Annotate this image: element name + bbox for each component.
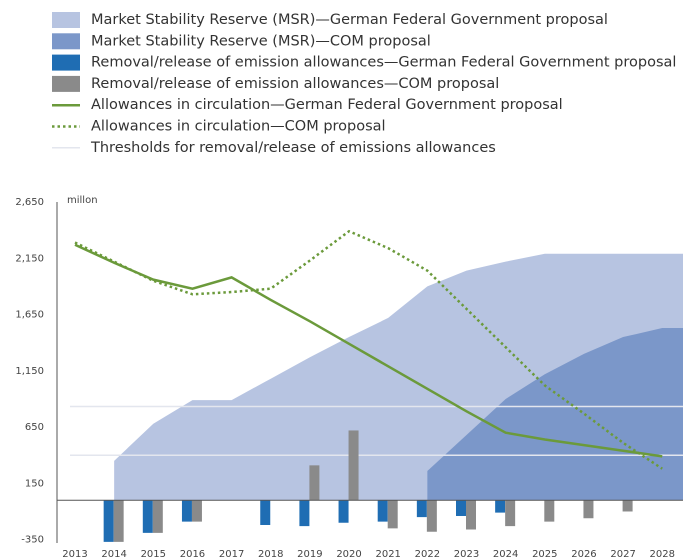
y-tick-label: 1,150 xyxy=(15,366,44,377)
bar xyxy=(113,500,124,542)
y-tick-label: 650 xyxy=(25,422,44,433)
x-tick-label: 2028 xyxy=(650,549,675,560)
y-tick-label: 150 xyxy=(25,478,44,489)
bar xyxy=(338,500,349,523)
legend-label: Removal/release of emission allowances—G… xyxy=(91,55,676,71)
circulation-line xyxy=(74,243,663,458)
y-tick-label: 1,650 xyxy=(15,310,44,321)
x-tick-label: 2014 xyxy=(101,549,126,560)
legend-label: Allowances in circulation—German Federal… xyxy=(91,97,563,113)
x-tick-label: 2025 xyxy=(532,549,557,560)
circulation-line xyxy=(74,229,663,470)
x-tick-label: 2013 xyxy=(62,549,87,560)
bar xyxy=(505,500,516,527)
legend-label: Thresholds for removal/release of emissi… xyxy=(90,140,496,156)
bar xyxy=(103,500,114,542)
legend-label: Market Stability Reserve (MSR)—COM propo… xyxy=(91,33,431,49)
legend-label: Removal/release of emission allowances—C… xyxy=(91,76,499,92)
bar xyxy=(544,500,555,522)
bar xyxy=(377,500,388,522)
bar xyxy=(142,500,153,533)
y-tick-label: 2,650 xyxy=(15,197,44,208)
bar xyxy=(387,500,398,529)
bar xyxy=(466,500,476,530)
legend-label: Allowances in circulation—COM proposal xyxy=(91,119,386,135)
x-tick-label: 2022 xyxy=(415,549,440,560)
bar xyxy=(416,500,427,518)
x-tick-label: 2027 xyxy=(610,549,635,560)
x-tick-label: 2024 xyxy=(493,549,518,560)
bar xyxy=(622,500,633,512)
bar xyxy=(260,500,271,525)
x-tick-label: 2026 xyxy=(571,549,596,560)
unit-label: millon xyxy=(67,195,98,206)
bar xyxy=(191,500,202,522)
legend-swatch xyxy=(52,33,80,50)
x-tick-label: 2020 xyxy=(336,549,361,560)
bar xyxy=(583,500,594,519)
legend-label: Market Stability Reserve (MSR)—German Fe… xyxy=(91,12,608,28)
msr-area xyxy=(427,328,683,501)
bar xyxy=(348,430,359,501)
x-tick-label: 2019 xyxy=(297,549,322,560)
bar xyxy=(299,500,310,527)
y-tick-label: 2,150 xyxy=(15,253,44,264)
x-tick-label: 2021 xyxy=(375,549,400,560)
x-tick-label: 2023 xyxy=(454,549,479,560)
legend-swatch xyxy=(52,75,80,92)
x-tick-label: 2016 xyxy=(180,549,205,560)
x-tick-label: 2017 xyxy=(219,549,244,560)
bar xyxy=(309,465,320,501)
bar xyxy=(456,500,466,516)
x-tick-label: 2015 xyxy=(141,549,166,560)
legend-swatch xyxy=(52,12,80,28)
bar xyxy=(426,500,437,532)
bar xyxy=(181,500,192,522)
y-tick-label: -350 xyxy=(21,535,44,546)
legend-swatch xyxy=(52,54,80,71)
x-tick-label: 2018 xyxy=(258,549,283,560)
bar xyxy=(152,500,163,533)
bar xyxy=(495,500,506,513)
